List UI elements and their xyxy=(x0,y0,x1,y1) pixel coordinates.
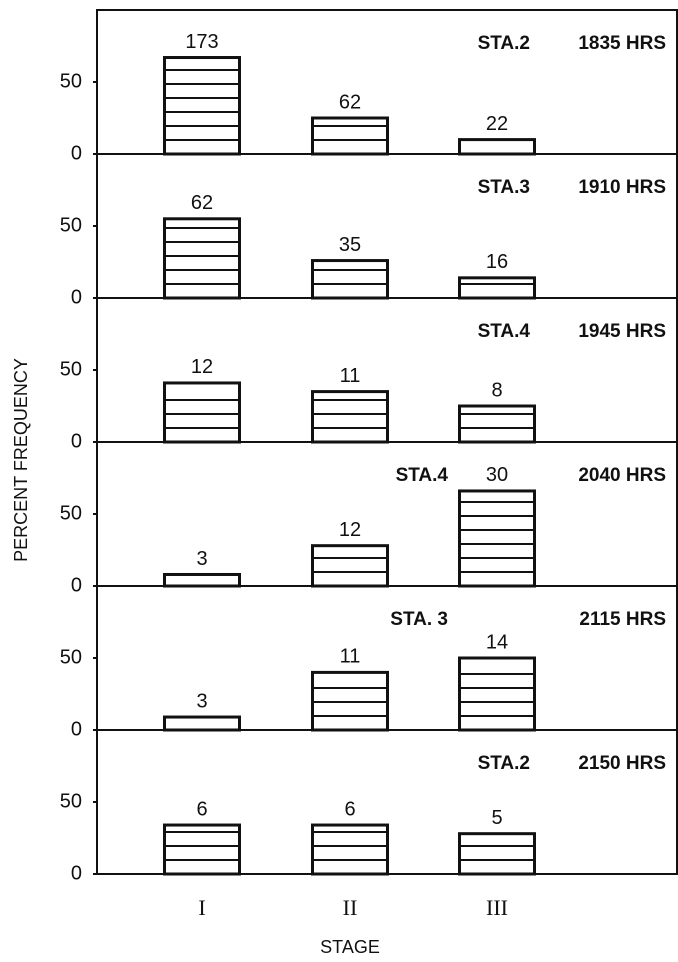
y-axis-label: PERCENT FREQUENCY xyxy=(11,358,31,562)
y-tick-label: 0 xyxy=(71,574,82,596)
panel-time: 2115 HRS xyxy=(579,609,666,630)
bar xyxy=(163,381,241,444)
x-tick-label: I xyxy=(198,895,205,920)
y-tick-label: 0 xyxy=(71,862,82,884)
bar xyxy=(311,116,389,156)
bar xyxy=(458,832,536,876)
count-label: 35 xyxy=(339,234,361,256)
bar xyxy=(163,572,241,588)
bar xyxy=(163,56,241,156)
y-tick-label: 0 xyxy=(71,718,82,740)
panel-station: STA.4 xyxy=(396,465,449,486)
panel-station: STA.3 xyxy=(478,177,530,198)
count-label: 3 xyxy=(196,548,207,570)
bar xyxy=(458,404,536,444)
count-label: 173 xyxy=(185,31,218,53)
panel-station: STA.2 xyxy=(478,753,530,774)
x-axis-label: STAGE xyxy=(320,937,380,957)
count-label: 12 xyxy=(339,519,361,541)
panel-station: STA.2 xyxy=(478,33,530,54)
y-tick-label: 0 xyxy=(71,430,82,452)
bar xyxy=(311,259,389,300)
bar xyxy=(458,656,536,732)
bar xyxy=(458,276,536,300)
bar xyxy=(163,217,241,300)
count-label: 22 xyxy=(486,113,508,135)
y-tick-label: 0 xyxy=(71,286,82,308)
count-label: 8 xyxy=(491,379,502,401)
y-tick-label: 50 xyxy=(60,214,82,236)
x-tick-label: III xyxy=(486,895,508,920)
bar xyxy=(311,823,389,876)
bar xyxy=(458,138,536,156)
count-label: 3 xyxy=(196,690,207,712)
bar xyxy=(458,489,536,588)
count-label: 16 xyxy=(486,251,508,273)
panel-station: STA. 3 xyxy=(390,609,448,630)
y-tick-label: 50 xyxy=(60,790,82,812)
count-label: 11 xyxy=(340,646,361,668)
bar xyxy=(163,715,241,732)
y-tick-label: 0 xyxy=(71,142,82,164)
count-label: 62 xyxy=(339,91,361,113)
count-label: 6 xyxy=(344,798,355,820)
count-label: 11 xyxy=(340,365,361,387)
bar xyxy=(163,823,241,876)
panel-time: 1835 HRS xyxy=(578,33,666,54)
panel-time: 2150 HRS xyxy=(578,753,666,774)
panel-time: 2040 HRS xyxy=(578,465,666,486)
count-label: 5 xyxy=(491,807,502,829)
count-label: 14 xyxy=(486,631,508,653)
bar xyxy=(311,544,389,588)
count-label: 62 xyxy=(191,192,213,214)
panel-time: 1945 HRS xyxy=(578,321,666,342)
y-tick-label: 50 xyxy=(60,502,82,524)
y-tick-label: 50 xyxy=(60,646,82,668)
count-label: 6 xyxy=(196,798,207,820)
y-tick-label: 50 xyxy=(60,70,82,92)
count-label: 12 xyxy=(191,356,213,378)
panel-station: STA.4 xyxy=(478,321,531,342)
y-tick-label: 50 xyxy=(60,358,82,380)
count-label: 30 xyxy=(486,464,508,486)
panel-time: 1910 HRS xyxy=(578,177,666,198)
x-tick-label: II xyxy=(343,895,358,920)
